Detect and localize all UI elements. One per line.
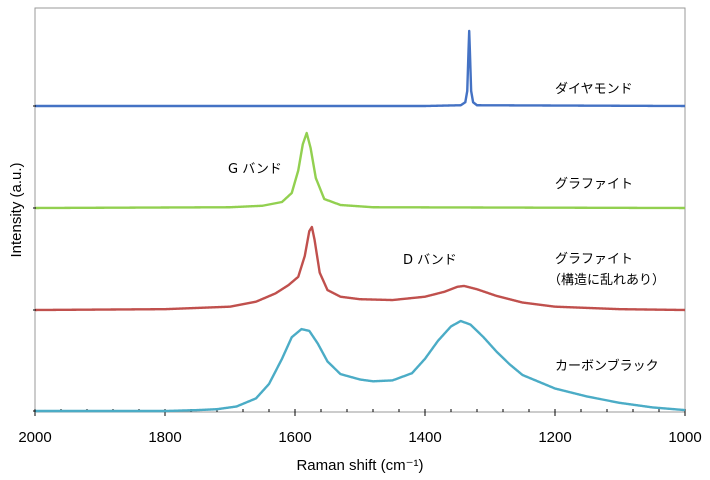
series-line-carbon-black [34,319,686,413]
series-label-disordered-graphite-line2: （構造に乱れあり） [548,273,665,288]
x-tick-label-1200: 1200 [538,429,571,446]
series-label-carbon-black: カーボンブラック [555,358,659,374]
annotation-d-band: D バンド [403,253,457,268]
x-tick-label-1000: 1000 [668,429,701,446]
x-tick-labels: 2000 1800 1600 1400 1200 1000 [18,429,701,446]
series-line-graphite [34,131,686,210]
x-tick-label-1600: 1600 [278,429,311,446]
series-line-disordered-graphite [34,225,686,312]
series-label-disordered-graphite-line1: グラファイト [555,252,633,267]
x-tick-label-2000: 2000 [18,429,51,446]
x-tick-label-1800: 1800 [148,429,181,446]
x-tick-label-1400: 1400 [408,429,441,446]
series-label-graphite: グラファイト [555,177,633,192]
plot-area-frame [34,7,686,413]
y-axis-title: Intensity (a.u.) [8,162,25,257]
x-axis-title: Raman shift (cm⁻¹) [296,457,423,474]
series-line-diamond [34,29,686,108]
series-layer [33,29,686,413]
series-label-disordered-graphite: グラファイト （構造に乱れあり） [548,252,665,288]
annotation-g-band: G バンド [228,162,282,177]
series-label-diamond: ダイヤモンド [555,82,633,97]
